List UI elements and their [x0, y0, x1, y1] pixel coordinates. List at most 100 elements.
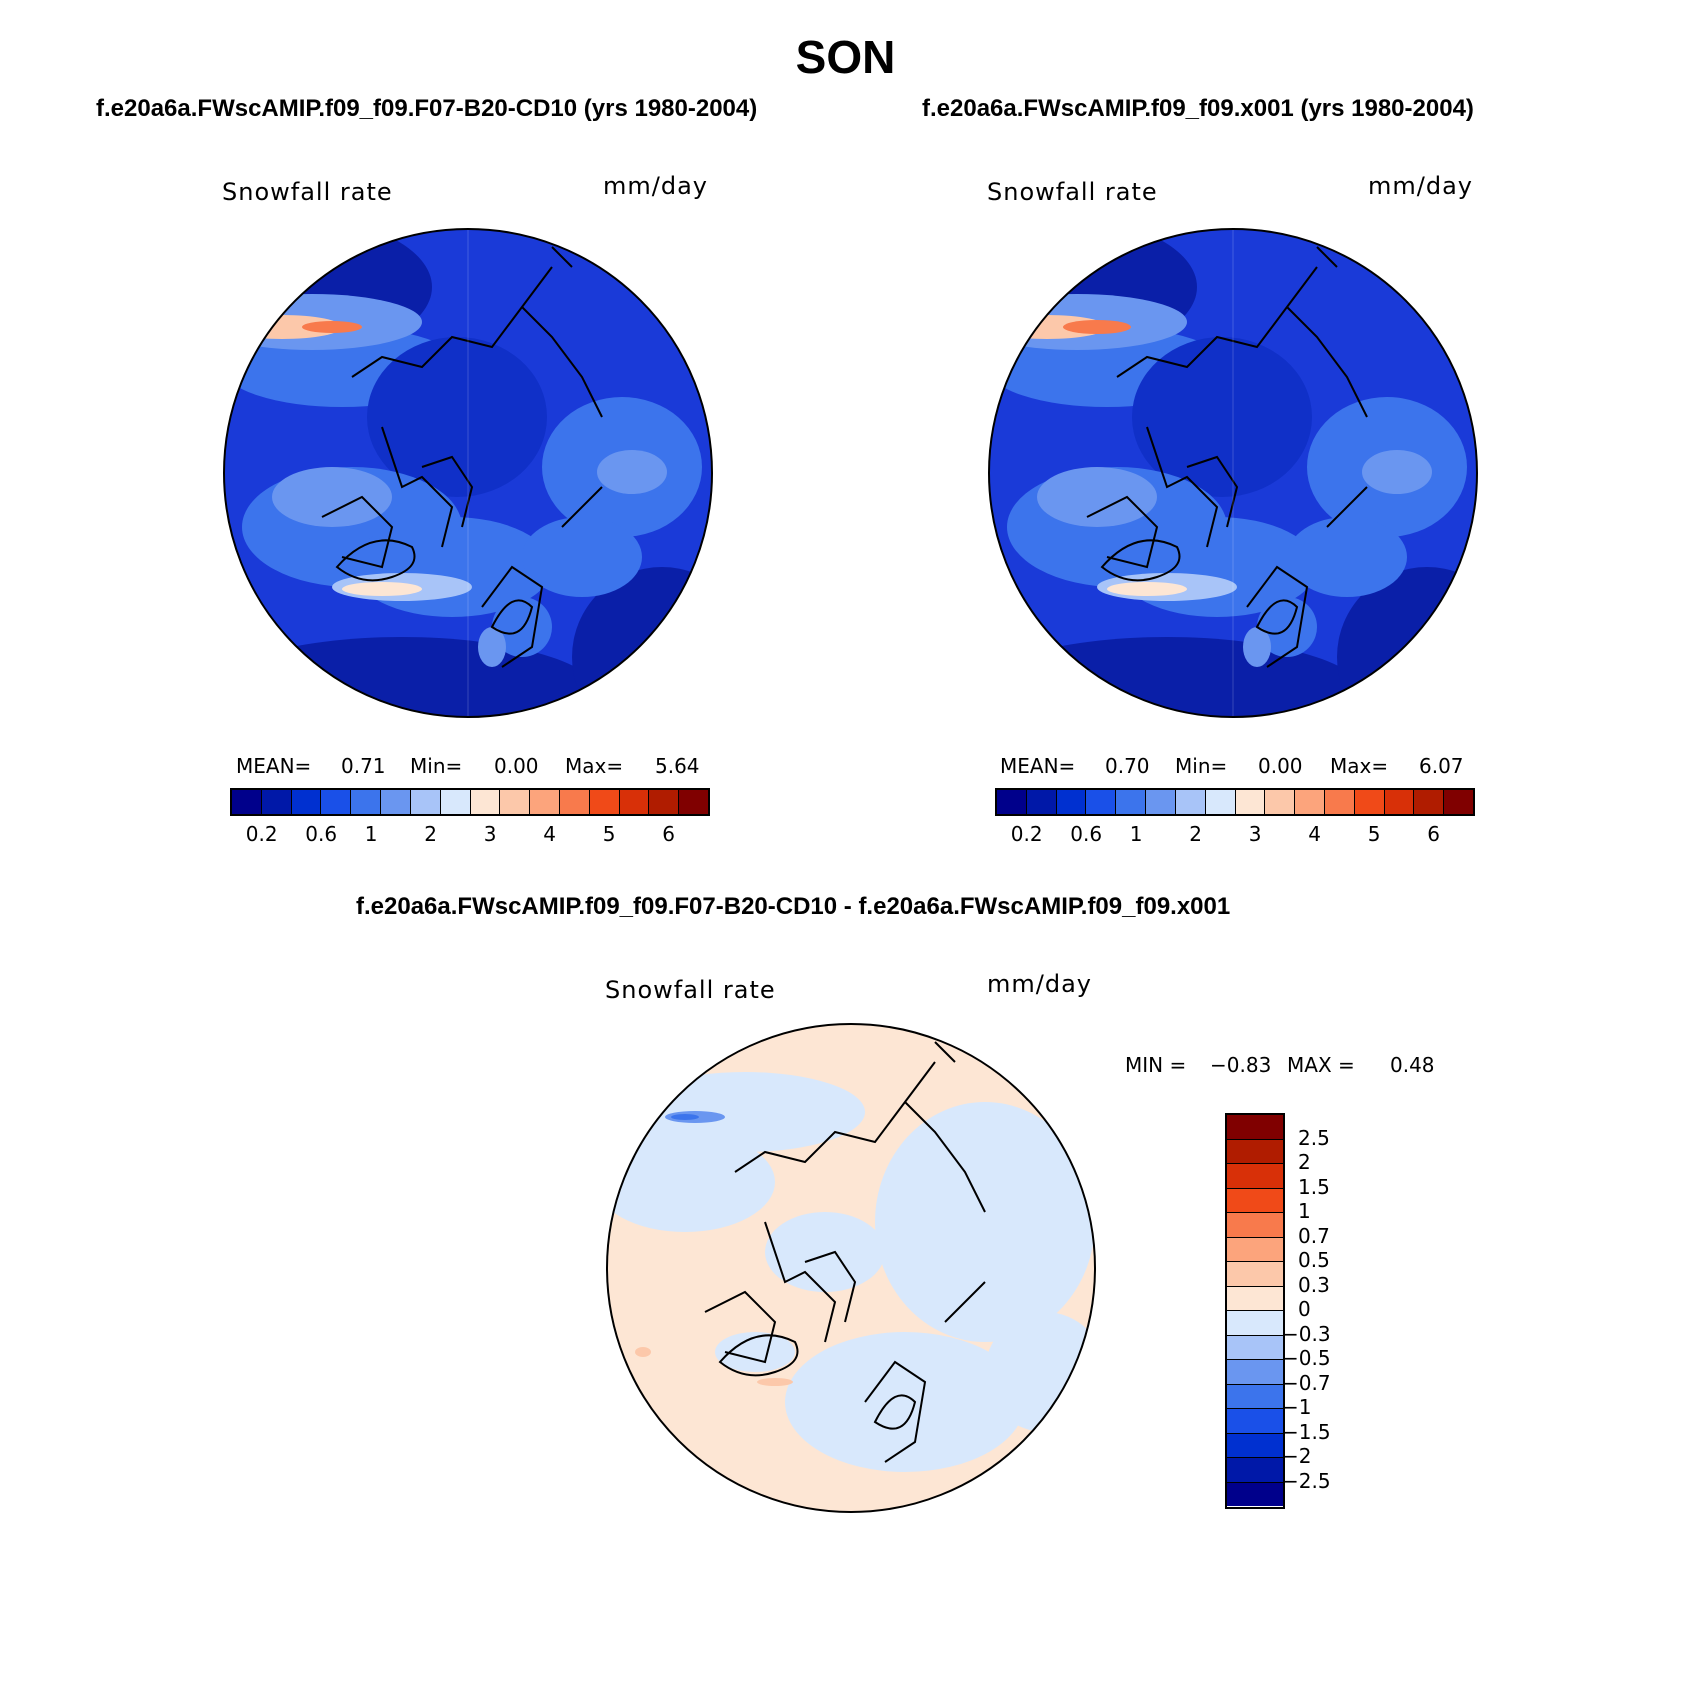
- panel-2-colorbar-ticks: 0.2 0.6 1 2 3 4 5 6: [995, 822, 1475, 852]
- colorbar-tick-label: 0.6: [305, 822, 338, 846]
- colorbar-swatch: [1227, 1482, 1283, 1506]
- colorbar-tick-label: 1: [364, 822, 378, 846]
- colorbar-tick-label: 2: [1189, 822, 1202, 846]
- panel-2-title: f.e20a6a.FWscAMIP.f09_f09.x001 (yrs 1980…: [922, 95, 1474, 122]
- colorbar-swatch: [291, 790, 322, 814]
- panel-1-max-value: 5.64: [655, 754, 700, 778]
- colorbar-swatch: [1205, 790, 1236, 814]
- colorbar-swatch: [1227, 1139, 1283, 1164]
- colorbar-tick-label: 0.5: [1298, 1248, 1330, 1272]
- colorbar-swatch: [232, 790, 262, 814]
- panel-1-colorbar-ticks: 0.2 0.6 1 2 3 4 5 6: [230, 822, 710, 852]
- colorbar-tick-label: −2: [1282, 1444, 1312, 1468]
- colorbar-swatch: [1116, 790, 1147, 814]
- colorbar-swatch: [1086, 790, 1117, 814]
- colorbar-swatch: [381, 790, 411, 814]
- colorbar-tick-label: 6: [662, 822, 675, 846]
- colorbar-tick-label: 0.2: [1010, 822, 1043, 846]
- colorbar-swatch: [1227, 1213, 1283, 1238]
- colorbar-tick-label: 0: [1298, 1297, 1311, 1321]
- colorbar-tick-label: 4: [1308, 822, 1321, 846]
- colorbar-swatch: [351, 790, 382, 814]
- colorbar-swatch: [470, 790, 501, 814]
- colorbar-tick-label: −0.5: [1282, 1346, 1331, 1370]
- colorbar-swatch: [1295, 790, 1325, 814]
- colorbar-tick-label: 3: [483, 822, 497, 846]
- colorbar-tick-label: 2: [424, 822, 437, 846]
- panel-2-mean-label: MEAN=: [1000, 754, 1076, 778]
- colorbar-tick-label: 0.3: [1298, 1272, 1330, 1297]
- panel-1-min-label: Min=: [410, 754, 463, 778]
- colorbar-swatch: [1227, 1335, 1283, 1360]
- colorbar-swatch: [1227, 1384, 1283, 1409]
- colorbar-swatch: [1175, 790, 1206, 814]
- colorbar-tick-label: 1: [1298, 1199, 1311, 1223]
- colorbar-swatch: [1146, 790, 1176, 814]
- colorbar-swatch: [649, 790, 680, 814]
- colorbar-swatch: [1227, 1311, 1283, 1336]
- panel-1-title: f.e20a6a.FWscAMIP.f09_f09.F07-B20-CD10 (…: [96, 95, 758, 122]
- colorbar-swatch: [1227, 1164, 1283, 1189]
- colorbar-swatch: [261, 790, 292, 814]
- colorbar-swatch: [1235, 790, 1266, 814]
- colorbar-swatch: [1026, 790, 1057, 814]
- diff-panel-variable-label: Snowfall rate: [605, 976, 776, 1004]
- colorbar-swatch: [1227, 1409, 1283, 1434]
- diff-panel-units-label: mm/day: [987, 970, 1092, 998]
- colorbar-tick-label: 2: [1298, 1150, 1311, 1174]
- colorbar-swatch: [1414, 790, 1445, 814]
- colorbar-swatch: [1056, 790, 1087, 814]
- colorbar-tick-label: 6: [1427, 822, 1440, 846]
- panel-2-variable-label: Snowfall rate: [987, 178, 1158, 206]
- panel-2-polar-map: [988, 228, 1478, 718]
- colorbar-tick-label: 1.5: [1298, 1174, 1330, 1199]
- panel-1-colorbar: [230, 788, 710, 816]
- colorbar-tick-label: 5: [602, 822, 616, 846]
- colorbar-swatch: [997, 790, 1027, 814]
- colorbar-tick-label: 4: [543, 822, 556, 846]
- panel-1-mean-value: 0.71: [341, 754, 386, 778]
- colorbar-swatch: [1265, 790, 1296, 814]
- colorbar-swatch: [559, 790, 590, 814]
- colorbar-swatch: [679, 790, 708, 814]
- colorbar-tick-label: −2.5: [1282, 1468, 1331, 1493]
- colorbar-swatch: [1354, 790, 1385, 814]
- panel-2-max-value: 6.07: [1419, 754, 1464, 778]
- colorbar-tick-label: −0.3: [1282, 1321, 1331, 1346]
- panel-2-colorbar: [995, 788, 1475, 816]
- colorbar-swatch: [1227, 1237, 1283, 1262]
- colorbar-tick-label: 5: [1367, 822, 1381, 846]
- colorbar-swatch: [410, 790, 441, 814]
- colorbar-swatch: [1227, 1286, 1283, 1311]
- diff-panel-title: f.e20a6a.FWscAMIP.f09_f09.F07-B20-CD10 -…: [356, 893, 1231, 920]
- panel-1-variable-label: Snowfall rate: [222, 178, 393, 206]
- panel-2-min-value: 0.00: [1258, 754, 1303, 778]
- panel-2-max-label: Max=: [1330, 754, 1389, 778]
- panel-1-max-label: Max=: [565, 754, 624, 778]
- diff-max-label: MAX =: [1287, 1053, 1355, 1077]
- colorbar-tick-label: −0.7: [1282, 1370, 1331, 1395]
- diff-colorbar-ticks: 2.5 2 1.5 1 0.7 0.5 0.3 0 −0.3 −0.5 −0.7 −1 −1.5 −2 −2…: [1282, 1113, 1410, 1509]
- colorbar-tick-label: 0.2: [245, 822, 278, 846]
- colorbar-swatch: [1324, 790, 1355, 814]
- panel-2-min-label: Min=: [1175, 754, 1228, 778]
- colorbar-swatch: [1227, 1433, 1283, 1458]
- colorbar-swatch: [1227, 1262, 1283, 1287]
- colorbar-swatch: [500, 790, 531, 814]
- colorbar-swatch: [1384, 790, 1415, 814]
- colorbar-swatch: [321, 790, 352, 814]
- colorbar-tick-label: 2.5: [1298, 1125, 1330, 1150]
- panel-1-units-label: mm/day: [603, 172, 708, 200]
- panel-2-mean-value: 0.70: [1105, 754, 1150, 778]
- colorbar-tick-label: −1: [1282, 1395, 1312, 1419]
- colorbar-swatch: [440, 790, 471, 814]
- diff-colorbar: [1225, 1113, 1285, 1509]
- diff-max-value: 0.48: [1390, 1053, 1435, 1077]
- colorbar-swatch: [530, 790, 560, 814]
- panel-1-min-value: 0.00: [494, 754, 539, 778]
- panel-2-units-label: mm/day: [1368, 172, 1473, 200]
- colorbar-swatch: [1227, 1188, 1283, 1213]
- colorbar-swatch: [1227, 1458, 1283, 1483]
- panel-1-polar-map: [223, 228, 713, 718]
- colorbar-tick-label: 1: [1129, 822, 1143, 846]
